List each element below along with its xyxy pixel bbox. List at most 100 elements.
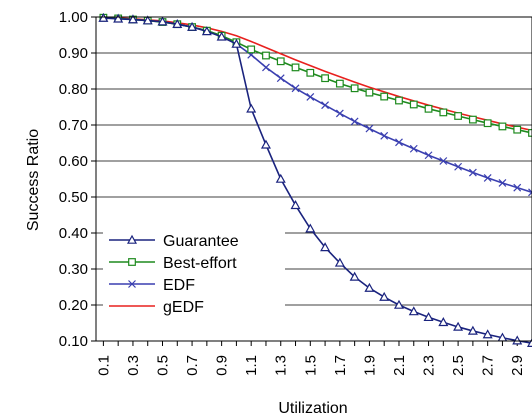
x-marker-stroke [528,188,532,194]
data-point-square [247,45,256,54]
data-point-x [395,138,403,147]
series-gedf [103,16,532,132]
data-point-triangle [526,337,532,347]
data-point-triangle [290,200,301,210]
data-point-x [498,179,507,187]
x-marker-stroke [350,117,359,126]
x-tick-label: 1.5 [302,355,319,376]
data-point-triangle [201,26,212,36]
x-marker-stroke [321,101,330,110]
legend-item: EDF [109,277,195,294]
data-point-square [483,119,492,128]
y-tick-label: 0.50 [59,189,88,206]
data-point-triangle [126,234,138,244]
data-point-x [335,109,344,118]
data-point-triangle [393,299,405,309]
x-tick-label: 1.3 [273,355,290,376]
data-point-triangle [364,282,375,292]
x-axis-title: Utilization [278,400,347,417]
data-point-triangle [305,223,316,233]
x-marker-stroke [483,173,492,182]
data-point-triangle [113,13,124,23]
y-axis-title: Success Ratio [25,129,42,231]
data-point-square [276,57,285,66]
x-marker-stroke [454,162,463,171]
data-point-triangle [408,306,419,316]
data-point-triangle [320,242,331,252]
x-marker-stroke [395,138,403,147]
data-point-square [321,74,329,83]
data-point-triangle [127,14,138,24]
data-point-x [128,280,136,288]
x-tick-label: 2.1 [391,355,408,376]
data-point-triangle [260,139,271,149]
legend-label: EDF [163,277,195,294]
legend-label: Guarantee [163,233,239,250]
data-point-triangle [98,12,109,22]
legend-item: gEDF [109,299,204,316]
data-point-triangle [157,16,168,26]
data-point-square [291,63,300,72]
data-point-triangle [216,31,227,41]
data-point-x [483,173,492,182]
x-marker-stroke [291,84,300,93]
data-point-triangle [275,173,286,183]
data-point-triangle [453,321,464,331]
x-axis: 0.1 0.3 0.5 0.7 0.9 1.1 1.3 1.5 1.7 1.9 2.1 2.3 2.5 2… [95,341,532,376]
legend: Guarantee Best-effort EDF gEDF [103,226,285,320]
data-point-square [365,88,374,97]
data-point-square [350,84,359,93]
data-point-triangle [467,325,478,335]
data-point-square [306,68,315,77]
data-point-square [395,96,403,105]
x-tick-label: 0.7 [184,355,201,376]
x-marker-stroke [276,74,285,83]
x-marker-stroke [424,151,433,160]
x-tick-label: 0.3 [125,355,142,376]
y-tick-label: 1.00 [59,9,88,26]
legend-label: gEDF [163,299,204,316]
data-point-square [498,122,507,131]
y-tick-label: 0.20 [59,297,88,314]
x-marker-stroke [380,131,389,140]
data-point-square [380,92,389,101]
series-best-effort [99,13,532,137]
x-marker-stroke [528,191,532,197]
data-point-x [439,157,448,165]
data-point-triangle [187,21,198,31]
data-point-x [409,144,418,153]
data-point-x [513,183,522,192]
data-point-triangle [512,335,523,345]
data-point-square [439,108,448,117]
data-point-triangle [349,271,360,281]
data-point-x [454,162,463,171]
legend-item: Best-effort [109,255,237,272]
y-axis: 0.10 0.20 0.30 0.40 0.50 0.60 0.70 0.80 0.90 1.00 [59,9,96,350]
data-point-x [291,84,300,93]
legend-label: Best-effort [163,255,237,272]
data-point-square [262,51,270,60]
y-tick-label: 0.90 [59,45,88,62]
y-tick-label: 0.40 [59,225,88,242]
data-point-x [350,117,359,126]
x-marker-stroke [262,63,270,72]
x-tick-label: 2.5 [450,355,467,376]
x-marker-stroke [409,144,418,153]
data-point-square [513,125,522,134]
data-point-x [262,63,270,72]
data-point-x [276,74,285,83]
data-point-x [306,92,315,101]
y-tick-label: 0.80 [59,81,88,98]
data-point-triangle [142,15,153,25]
data-point-triangle [423,312,434,322]
data-point-square [409,100,418,109]
y-tick-label: 0.70 [59,117,88,134]
data-point-triangle [379,291,390,301]
series-guarantee [98,12,532,347]
x-marker-stroke [306,92,315,101]
y-tick-label: 0.30 [59,261,88,278]
x-tick-label: 2.9 [509,355,526,376]
plot-area-frame [95,16,532,342]
data-point-square [468,115,477,124]
